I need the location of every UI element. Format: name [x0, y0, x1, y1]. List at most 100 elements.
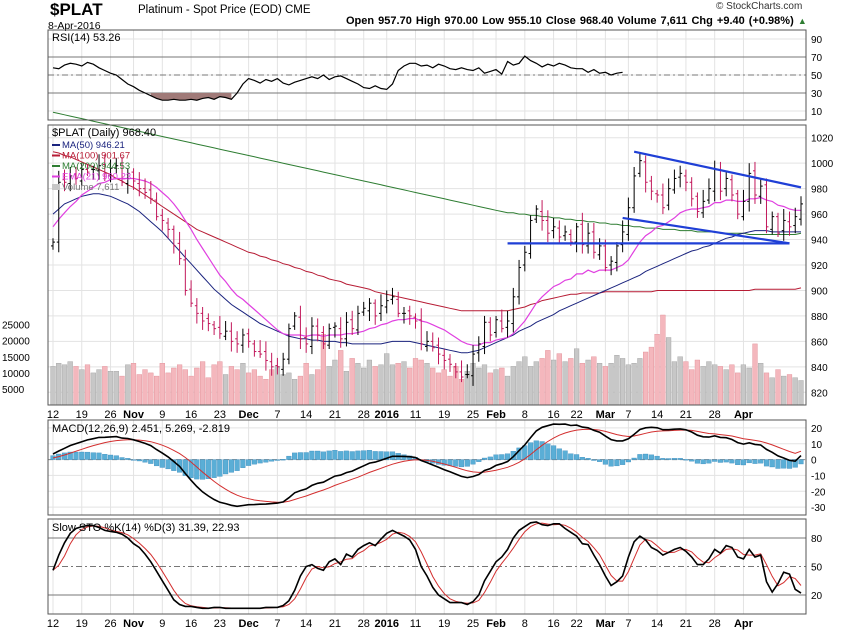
- macd-histogram-bar: [643, 453, 649, 460]
- x-axis-label-lower: 7: [274, 618, 280, 630]
- macd-histogram-bar: [712, 459, 718, 462]
- panel-labels: RSI(14) 53.26 $PLAT (Daily) 968.40MA(50) …: [52, 32, 240, 534]
- macd-histogram-bar: [620, 459, 626, 465]
- macd-histogram-bar: [585, 458, 591, 460]
- x-axis-label-lower: 12: [47, 618, 59, 630]
- x-axis-label-lower: Apr: [734, 618, 754, 630]
- x-axis-label-upper: Feb: [486, 409, 506, 421]
- volume-bar: [539, 358, 545, 406]
- volume-bar: [568, 358, 574, 406]
- price-tick-label: 880: [811, 312, 828, 323]
- macd-histogram-bar: [292, 452, 298, 460]
- macd-panel: 20 10 0 -10 -20 -30: [48, 423, 826, 514]
- macd-histogram-bar: [154, 459, 160, 467]
- x-axis-label-lower: 14: [300, 618, 312, 630]
- macd-line: [52, 423, 802, 508]
- x-axis-label-upper: 2016: [374, 409, 398, 421]
- volume-bar: [447, 375, 453, 406]
- macd-histogram-bar: [556, 448, 562, 460]
- volume-bar: [677, 356, 683, 406]
- macd-histogram-bar: [309, 450, 315, 460]
- macd-tick-label: 0: [811, 456, 817, 467]
- macd-histogram-bar: [758, 459, 764, 464]
- x-axis-label-upper: 8: [522, 409, 528, 421]
- volume-bar: [493, 369, 499, 406]
- volume-bar: [752, 343, 758, 406]
- volume-bar: [136, 374, 142, 406]
- sto-panel: 80 50 20: [48, 521, 823, 610]
- macd-histogram-bar: [660, 458, 666, 460]
- sto-tick-label: 20: [811, 591, 823, 602]
- rsi-tick-label: 30: [811, 89, 823, 100]
- macd-histogram-bar: [740, 459, 746, 466]
- volume-bar: [666, 337, 672, 406]
- volume-bar: [545, 350, 551, 406]
- macd-histogram-bar: [182, 459, 188, 476]
- volume-bar: [130, 363, 137, 406]
- legend-entry: EMA(21) 960.23: [62, 172, 131, 183]
- chart-date: 8-Apr-2016: [48, 20, 101, 32]
- volume-bar: [551, 359, 557, 406]
- volume-bar: [153, 375, 160, 406]
- x-axis-label-lower: 19: [76, 618, 88, 630]
- rsi-tick-label: 90: [811, 35, 823, 46]
- x-axis-label-upper: 7: [625, 409, 631, 421]
- volume-tick-label: 10000: [2, 369, 30, 380]
- x-axis: 12 12 19 19 26 26 Nov Nov 9 9 16 16 23 23 Dec Dec 7 7 14 14…: [47, 409, 754, 630]
- volume-bar: [487, 372, 493, 406]
- macd-histogram-bar: [769, 459, 775, 468]
- macd-histogram-bar: [90, 452, 96, 460]
- macd-histogram-bar: [326, 450, 332, 460]
- macd-histogram-bar: [234, 459, 240, 471]
- macd-tick-label: -30: [811, 503, 826, 514]
- macd-signal-line: [52, 428, 802, 503]
- x-axis-label-lower: 21: [329, 618, 341, 630]
- volume-bar: [740, 364, 747, 406]
- volume-bar: [620, 358, 626, 406]
- volume-bar: [763, 372, 770, 406]
- volume-bar: [510, 366, 516, 406]
- x-axis-label-upper: 28: [709, 409, 721, 421]
- macd-histogram-bar: [188, 459, 194, 478]
- volume-bar: [384, 353, 390, 406]
- x-axis-label-lower: 8: [522, 618, 528, 630]
- sto-title: Slow STO %K(14) %D(3) 31.39, 22.93: [52, 522, 240, 534]
- macd-tick-label: 20: [811, 424, 823, 435]
- volume-bar: [522, 356, 528, 406]
- sto-d-line: [52, 522, 802, 609]
- macd-histogram-bar: [608, 459, 614, 467]
- macd-histogram-bar: [579, 457, 585, 460]
- rsi-tick-label: 50: [811, 71, 823, 82]
- macd-histogram-bar: [654, 455, 660, 460]
- volume-bar: [407, 367, 413, 406]
- x-axis-label-lower: 23: [214, 618, 226, 630]
- volume-bar: [211, 364, 217, 406]
- volume-bar: [188, 375, 194, 406]
- volume-bar: [240, 363, 246, 406]
- macd-histogram-bar: [113, 455, 119, 460]
- volume-tick-label: 20000: [2, 337, 30, 348]
- volume-bar: [303, 363, 309, 406]
- volume-bar: [798, 380, 804, 406]
- macd-histogram-bar: [752, 459, 758, 464]
- x-axis-label-upper: 11: [410, 409, 421, 421]
- volume-bar: [746, 367, 752, 406]
- volume-tick-label: 15000: [2, 353, 30, 364]
- volume-bar: [326, 366, 332, 406]
- rsi-line: [52, 55, 623, 101]
- volume-bar: [234, 369, 240, 406]
- rsi-tick-label: 10: [811, 107, 823, 118]
- macd-histogram-bar: [689, 459, 695, 462]
- volume-bar: [597, 363, 603, 406]
- x-axis-label-lower: 9: [159, 618, 165, 630]
- price-tick-label: 940: [811, 236, 828, 247]
- volume-bar: [712, 364, 718, 406]
- macd-histogram-bar: [205, 459, 211, 479]
- volume-bar: [263, 379, 269, 406]
- price-tick-label: 980: [811, 185, 828, 196]
- macd-histogram-bar: [338, 451, 344, 460]
- macd-histogram-bar: [67, 451, 73, 460]
- macd-tick-label: -20: [811, 487, 826, 498]
- x-axis-label-upper: 21: [680, 409, 692, 421]
- legend-entry: Volume 7,611: [62, 182, 119, 193]
